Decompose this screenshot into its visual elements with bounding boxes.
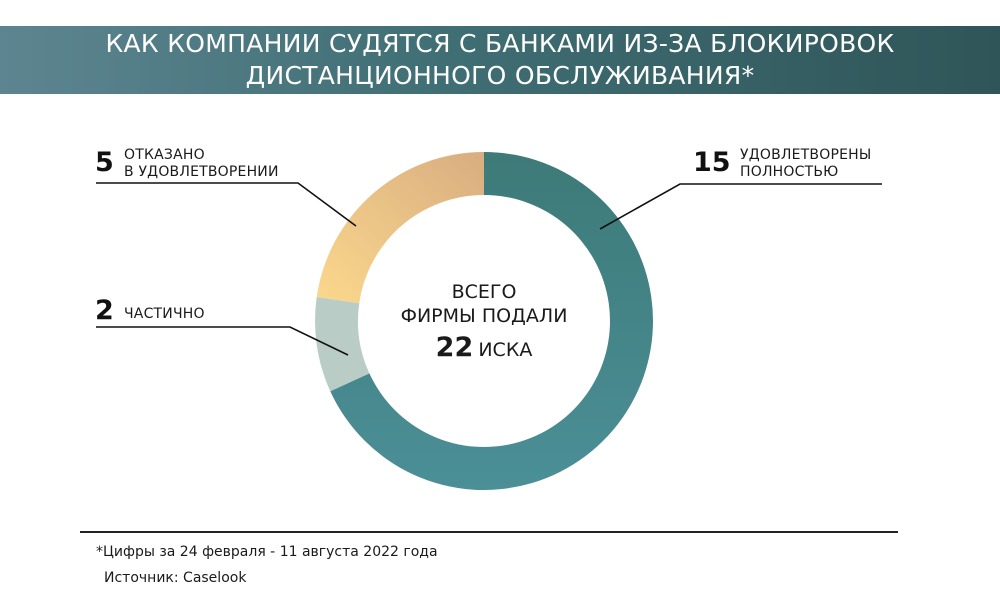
- slice-number-satisfied: 15: [693, 147, 731, 178]
- chart-title: КАК КОМПАНИИ СУДЯТСЯ С БАНКАМИ ИЗ-ЗА БЛО…: [0, 28, 1000, 92]
- center-total: 22 ИСКА: [364, 332, 604, 367]
- slice-label-satisfied-line-1: УДОВЛЕТВОРЕНЫ: [740, 147, 872, 163]
- slice-label-satisfied-line-2: ПОЛНОСТЬЮ: [740, 164, 839, 180]
- center-total-unit: ИСКА: [478, 339, 533, 361]
- leader-line-satisfied: [599, 183, 882, 230]
- chart-title-line-1: КАК КОМПАНИИ СУДЯТСЯ С БАНКАМИ ИЗ-ЗА БЛО…: [105, 29, 895, 58]
- slice-label-rejected-line-1: ОТКАЗАНО: [124, 147, 205, 163]
- center-label-line-2: ФИРМЫ ПОДАЛИ: [400, 305, 568, 327]
- center-total-label: ВСЕГО ФИРМЫ ПОДАЛИ: [364, 280, 604, 328]
- footer-divider: [80, 531, 898, 533]
- leader-line-rejected: [96, 182, 357, 227]
- chart-title-line-2: ДИСТАНЦИОННОГО ОБСЛУЖИВАНИЯ*: [245, 61, 755, 90]
- slice-label-rejected: ОТКАЗАНО В УДОВЛЕТВОРЕНИИ: [124, 147, 279, 181]
- title-banner: КАК КОМПАНИИ СУДЯТСЯ С БАНКАМИ ИЗ-ЗА БЛО…: [0, 26, 1000, 94]
- leader-line-partial: [96, 326, 349, 356]
- footnote-period: *Цифры за 24 февраля - 11 августа 2022 г…: [96, 544, 438, 560]
- slice-partial: [315, 296, 370, 392]
- slice-label-satisfied: УДОВЛЕТВОРЕНЫ ПОЛНОСТЬЮ: [740, 147, 871, 181]
- slice-label-partial: ЧАСТИЧНО: [124, 306, 205, 322]
- slice-label-rejected-line-2: В УДОВЛЕТВОРЕНИИ: [124, 164, 279, 180]
- slice-number-rejected: 5: [95, 147, 114, 178]
- slice-number-partial: 2: [95, 295, 114, 326]
- center-label-line-1: ВСЕГО: [451, 281, 517, 303]
- slice-rejected: [316, 152, 484, 304]
- footnote-source: Источник: Caselook: [104, 570, 247, 586]
- center-total-value: 22: [435, 332, 474, 363]
